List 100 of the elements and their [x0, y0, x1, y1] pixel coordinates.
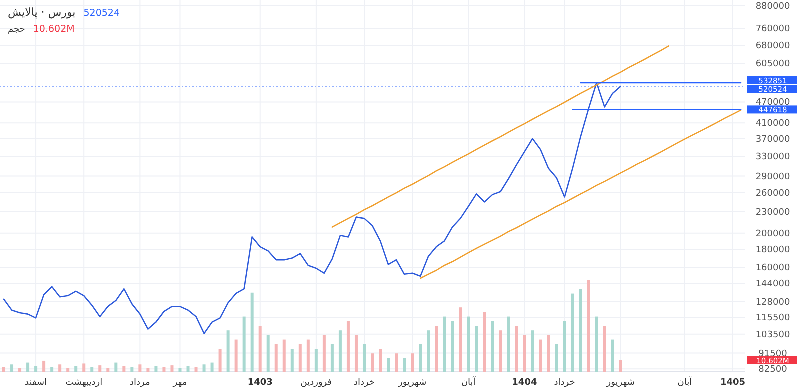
bar: [226, 330, 230, 372]
bar: [587, 280, 590, 372]
bar: [563, 321, 566, 372]
y-tick-label: 128000: [756, 298, 790, 308]
bar: [603, 326, 606, 372]
bar: [154, 366, 158, 372]
bar: [58, 364, 62, 372]
bar: [42, 360, 46, 372]
y-tick-label: 680000: [756, 42, 790, 52]
line-series: [3, 82, 622, 334]
bar: [419, 344, 422, 372]
bar: [242, 316, 246, 372]
bar: [338, 330, 342, 372]
x-tick-label: اسفند: [25, 378, 48, 388]
bar: [210, 362, 214, 372]
bar: [411, 354, 414, 372]
bar: [114, 362, 118, 372]
bar: [531, 330, 534, 372]
bar: [322, 335, 326, 372]
bar: [2, 367, 6, 372]
bar: [290, 349, 294, 372]
bar: [499, 330, 502, 372]
bar: [202, 364, 206, 372]
x-tick-label: آبان: [678, 376, 693, 388]
bar: [274, 344, 278, 372]
bar: [122, 366, 126, 372]
y-tick-label: 144000: [756, 280, 790, 290]
bar: [74, 366, 78, 372]
bar: [467, 316, 470, 372]
bar: [314, 349, 318, 372]
bar: [34, 366, 38, 372]
bar: [483, 312, 486, 372]
bar: [346, 321, 350, 372]
bar: [282, 340, 286, 372]
bar: [50, 367, 54, 372]
x-tick-label: اردیبهشت: [66, 378, 103, 388]
bar: [266, 335, 270, 372]
bar: [427, 330, 430, 372]
bar: [547, 335, 550, 372]
bar: [539, 340, 542, 372]
y-tick-label: 880000: [756, 2, 790, 12]
bar: [106, 368, 110, 372]
y-tick-label: 180000: [756, 245, 790, 256]
bar: [371, 354, 374, 372]
bar: [491, 321, 494, 372]
bar: [306, 340, 310, 372]
bar: [459, 308, 462, 372]
x-tick-label: 1405: [720, 378, 746, 388]
bar: [403, 358, 406, 372]
x-tick-label: مهر: [172, 378, 188, 388]
bar: [162, 367, 166, 372]
bar: [619, 360, 622, 372]
bar: [443, 316, 446, 372]
y-tick-label: 290000: [756, 172, 790, 182]
bar: [579, 289, 582, 372]
bar: [571, 294, 574, 372]
x-tick-label: 1404: [512, 378, 538, 388]
bar: [451, 321, 454, 372]
y-tick-label: 760000: [756, 24, 790, 34]
bar: [258, 326, 262, 372]
bar: [515, 326, 518, 372]
line-series: [332, 46, 670, 228]
y-tick-label: 115500: [756, 314, 790, 324]
bar: [138, 364, 142, 372]
bar: [98, 366, 102, 372]
bar: [595, 316, 598, 372]
bar: [66, 368, 70, 372]
bar: [146, 368, 150, 372]
x-tick-label: خرداد: [354, 378, 376, 388]
bar: [507, 316, 510, 372]
bar: [130, 367, 134, 372]
chart-title: حجم: [8, 25, 26, 35]
bar: [387, 358, 390, 372]
bar: [475, 326, 478, 372]
bar: [18, 368, 22, 372]
bar: [555, 344, 558, 372]
bar: [178, 368, 182, 372]
y-tick-label: 230000: [756, 208, 790, 218]
bar: [218, 349, 222, 372]
bar: [523, 335, 526, 372]
annotation: 10.602M: [33, 24, 75, 35]
y-tick-label: 410000: [756, 119, 790, 130]
y-tick-label: 82500: [758, 365, 788, 376]
bar: [10, 364, 14, 372]
bar: [186, 366, 190, 372]
x-tick-label: آبان: [461, 376, 476, 388]
line-series: [420, 110, 742, 280]
y-tick-label: 330000: [756, 152, 790, 162]
bar: [26, 362, 30, 372]
x-tick-label: مرداد: [130, 378, 151, 388]
x-tick-label: شهریور: [606, 378, 635, 388]
bar: [379, 349, 382, 372]
bar: [90, 367, 94, 372]
y-tick-label: 160000: [756, 264, 790, 274]
bar: [194, 367, 198, 372]
y-tick-label: 260000: [756, 189, 790, 200]
bar: [234, 340, 238, 372]
y-tick-label: 605000: [756, 59, 790, 70]
bar: [250, 292, 254, 372]
bar: [611, 340, 614, 372]
